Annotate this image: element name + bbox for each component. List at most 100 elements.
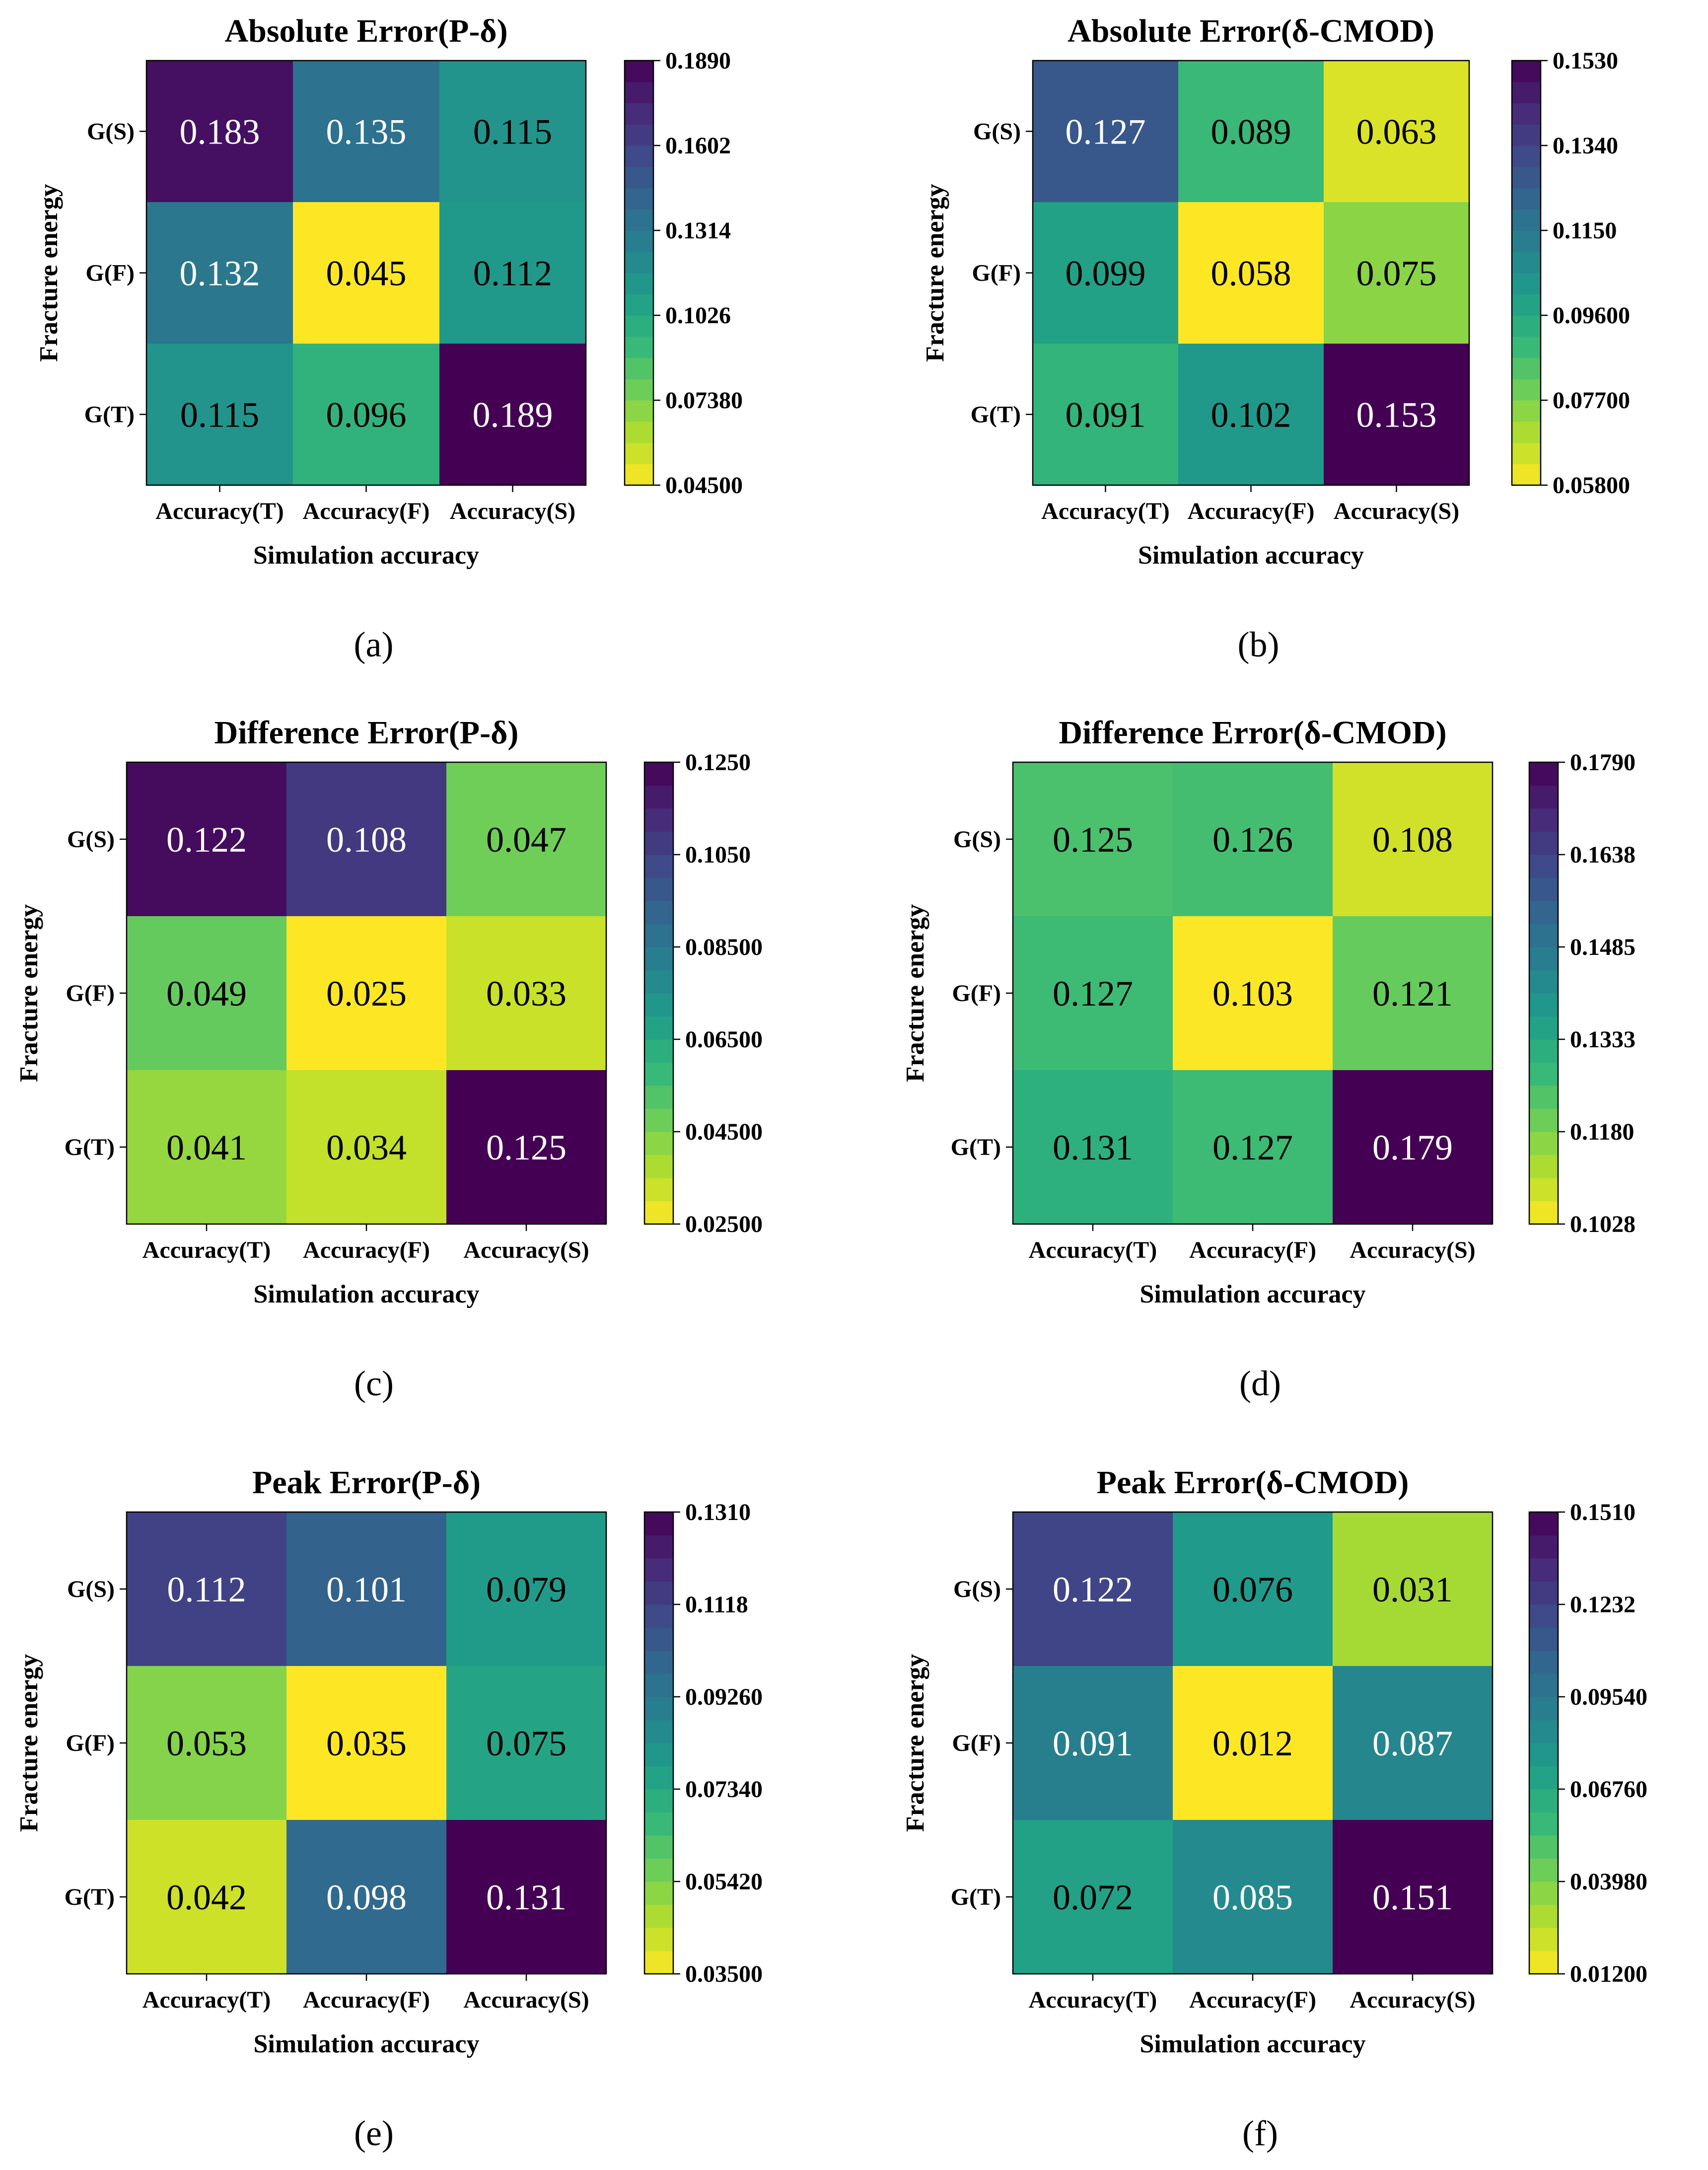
- colorbar-band: [644, 1201, 673, 1225]
- heatmap-cell: [439, 344, 586, 486]
- heatmap-cell: [286, 1820, 447, 1974]
- y-tick-label: G(S): [87, 119, 135, 145]
- colorbar-band: [644, 1904, 673, 1928]
- colorbar-tick-label: 0.1310: [685, 1499, 751, 1525]
- heatmap-cell: [1333, 1666, 1493, 1820]
- colorbar-band: [1529, 1812, 1558, 1836]
- colorbar-band: [1512, 61, 1541, 82]
- colorbar-band: [1529, 1743, 1558, 1767]
- cell-value-label: 0.072: [1053, 1878, 1133, 1917]
- colorbar-band: [1529, 1651, 1558, 1674]
- x-tick-label: Accuracy(T): [1029, 1237, 1157, 1263]
- x-axis-label: Simulation accuracy: [254, 1280, 480, 1308]
- heatmap-cell: [1173, 1512, 1333, 1666]
- x-tick-label: Accuracy(T): [155, 498, 284, 524]
- cell-value-label: 0.151: [1372, 1878, 1453, 1917]
- y-tick-label: G(T): [65, 1134, 115, 1160]
- cell-value-label: 0.087: [1372, 1724, 1453, 1763]
- heatmap-cell: [1013, 1820, 1173, 1974]
- x-axis-label: Simulation accuracy: [1140, 1280, 1366, 1308]
- heatmap-cell: [446, 916, 607, 1071]
- colorbar-band: [644, 1039, 673, 1063]
- heatmap-cell: [1013, 1666, 1173, 1820]
- y-tick-label: G(S): [953, 1576, 1001, 1602]
- cell-value-label: 0.049: [166, 974, 247, 1013]
- cell-value-label: 0.121: [1372, 974, 1453, 1013]
- chart-title: Peak Error(P-δ): [252, 1464, 481, 1501]
- panel-caption: (b): [1238, 625, 1280, 664]
- heatmap-cell: [286, 1512, 447, 1666]
- cell-value-label: 0.053: [166, 1724, 247, 1763]
- y-axis-label: Fracture energy: [901, 1654, 929, 1832]
- colorbar-band: [1529, 1132, 1558, 1156]
- colorbar-band: [1512, 209, 1541, 231]
- y-tick-label: G(F): [952, 980, 1001, 1007]
- colorbar-band: [1529, 1835, 1558, 1859]
- y-tick-label: G(F): [66, 980, 115, 1007]
- heatmap-cell: [286, 762, 447, 917]
- heatmap-cell: [293, 61, 440, 203]
- cell-value-label: 0.112: [473, 254, 552, 293]
- colorbar-band: [1529, 970, 1558, 994]
- colorbar-band: [644, 831, 673, 855]
- heatmap-cell: [293, 344, 440, 486]
- cell-value-label: 0.085: [1212, 1878, 1293, 1917]
- colorbar-band: [644, 1108, 673, 1132]
- colorbar-band: [1512, 400, 1541, 422]
- colorbar-band: [1529, 1558, 1558, 1582]
- colorbar-tick-label: 0.1232: [1570, 1591, 1636, 1618]
- colorbar-band: [1529, 1697, 1558, 1721]
- heatmap-cell: [446, 1666, 607, 1820]
- cell-value-label: 0.108: [326, 820, 407, 860]
- colorbar-tick-label: 0.1638: [1570, 842, 1636, 868]
- cell-value-label: 0.127: [1066, 112, 1146, 152]
- colorbar-band: [625, 273, 653, 294]
- colorbar-tick-label: 0.03500: [685, 1961, 763, 1987]
- cell-value-label: 0.112: [167, 1570, 246, 1609]
- colorbar-band: [1529, 1627, 1558, 1651]
- x-tick-label: Accuracy(T): [142, 1987, 271, 2013]
- cell-value-label: 0.122: [1053, 1570, 1133, 1609]
- colorbar-band: [644, 1766, 673, 1790]
- colorbar-band: [1512, 442, 1541, 464]
- colorbar-band: [1529, 1085, 1558, 1109]
- colorbar-frame: [1528, 761, 1559, 1225]
- colorbar-band: [644, 1951, 673, 1974]
- cell-value-label: 0.091: [1053, 1724, 1133, 1763]
- heatmap-cell: [1033, 344, 1179, 486]
- colorbar-band: [644, 1812, 673, 1836]
- colorbar-band: [625, 166, 653, 189]
- colorbar-band: [644, 901, 673, 925]
- colorbar-band: [644, 808, 673, 832]
- colorbar-band: [625, 464, 653, 486]
- cell-value-label: 0.089: [1211, 112, 1291, 152]
- colorbar-band: [1529, 808, 1558, 832]
- cell-value-label: 0.132: [180, 254, 260, 293]
- colorbar-band: [1529, 1581, 1558, 1605]
- colorbar-tick-label: 0.1314: [665, 217, 731, 244]
- colorbar-tick-label: 0.1180: [1570, 1119, 1634, 1145]
- heatmap-cell: [286, 1070, 447, 1225]
- colorbar-band: [1512, 294, 1541, 316]
- colorbar-band: [644, 1835, 673, 1859]
- colorbar-band: [644, 1881, 673, 1905]
- y-tick-label: G(S): [67, 826, 115, 853]
- colorbar-tick-label: 0.1250: [685, 749, 751, 776]
- colorbar-tick-label: 0.06500: [685, 1026, 763, 1053]
- cell-value-label: 0.034: [326, 1128, 407, 1167]
- heatmap-cell: [1333, 1512, 1493, 1666]
- cell-value-label: 0.041: [166, 1128, 247, 1167]
- heatmap-cell: [146, 202, 293, 344]
- heatmap-cell: [446, 1820, 607, 1974]
- heatmap-cell: [1173, 916, 1333, 1071]
- heatmap-cell: [1013, 1070, 1173, 1225]
- colorbar-band: [1529, 785, 1558, 809]
- cell-value-label: 0.096: [326, 395, 407, 435]
- colorbar-band: [1529, 762, 1558, 786]
- cell-value-label: 0.098: [326, 1878, 407, 1917]
- colorbar-tick-label: 0.1890: [665, 48, 731, 74]
- cell-value-label: 0.131: [486, 1878, 567, 1917]
- colorbar-frame: [643, 1511, 674, 1975]
- colorbar-tick-label: 0.09260: [685, 1684, 763, 1710]
- colorbar-tick-label: 0.1333: [1570, 1026, 1636, 1053]
